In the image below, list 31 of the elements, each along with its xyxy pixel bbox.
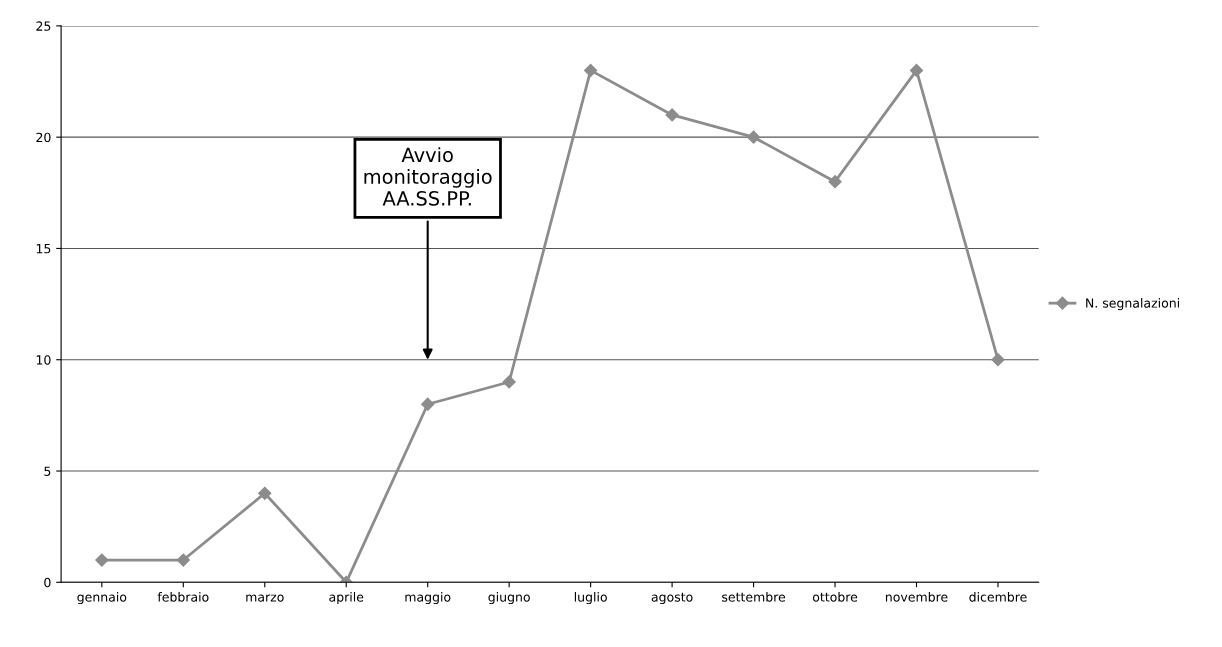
y-tick-label: 5 [44, 466, 51, 476]
y-tick-label: 0 [44, 577, 51, 588]
y-tick-label: 25 [36, 21, 51, 31]
x-tick-label: novembre [885, 592, 948, 602]
point [258, 486, 272, 500]
x-tick-label: febbraio [157, 592, 209, 602]
x-tick-label: dicembre [969, 592, 1027, 602]
point [909, 63, 924, 77]
y-tick-label: 10 [36, 355, 51, 365]
x-tick-label: luglio [574, 592, 607, 605]
x-tick-label: ottobre [812, 592, 858, 602]
point [828, 175, 842, 189]
x-tick-label: gennaio [77, 592, 127, 605]
point [665, 108, 679, 122]
point [502, 375, 516, 389]
x-tick-label: agosto [651, 592, 693, 605]
x-tick-label: maggio [405, 592, 451, 605]
point [421, 397, 435, 411]
point [746, 130, 761, 144]
x-tick-label: aprile [329, 592, 364, 605]
x-tick-label: settembre [722, 592, 786, 602]
x-tick-label: marzo [246, 594, 284, 602]
annotation: Avvio monitoraggio AA.SS.PP. [364, 147, 492, 206]
point [991, 353, 1005, 367]
y-tick-label: 15 [36, 244, 51, 254]
point [176, 553, 190, 567]
point [95, 553, 109, 567]
legend-label: N. segnalazioni [1086, 298, 1179, 311]
point [584, 63, 598, 77]
y-tick-label: 20 [36, 132, 51, 143]
x-tick-label: giugno [488, 592, 530, 605]
